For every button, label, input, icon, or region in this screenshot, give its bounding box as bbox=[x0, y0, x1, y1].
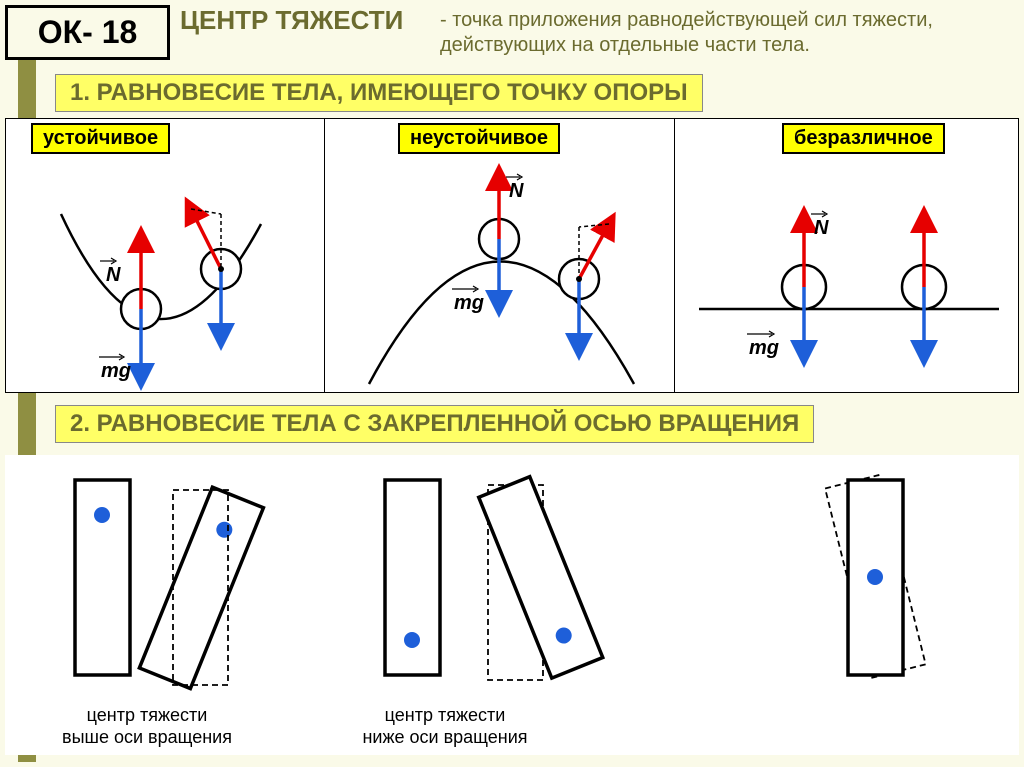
diagram-cg-at-axis bbox=[745, 455, 1005, 715]
svg-text:mg: mg bbox=[454, 292, 484, 314]
svg-text:mg: mg bbox=[749, 337, 779, 359]
section2-heading: 2. РАВНОВЕСИЕ ТЕЛА С ЗАКРЕПЛЕННОЙ ОСЬЮ В… bbox=[55, 405, 814, 443]
definition: - точка приложения равнодействующей сил … bbox=[440, 8, 1010, 58]
diagram-unstable: N mg bbox=[324, 119, 674, 394]
diagram-stable: N mg bbox=[6, 119, 324, 394]
diagram-neutral: N mg bbox=[674, 119, 1020, 394]
svg-text:N: N bbox=[509, 180, 524, 202]
diagram-panel-equilibrium: устойчивое неустойчивое безразличное N m… bbox=[5, 118, 1019, 393]
caption-text: центр тяжестивыше оси вращения bbox=[62, 705, 232, 747]
ok-box: ОК- 18 bbox=[5, 5, 170, 60]
page-title: ЦЕНТР ТЯЖЕСТИ bbox=[180, 5, 403, 36]
caption-cg-below: центр тяжестиниже оси вращения bbox=[330, 705, 560, 748]
section1-heading: 1. РАВНОВЕСИЕ ТЕЛА, ИМЕЮЩЕГО ТОЧКУ ОПОРЫ bbox=[55, 74, 703, 112]
svg-text:mg: mg bbox=[101, 360, 131, 382]
header: ОК- 18 ЦЕНТР ТЯЖЕСТИ - точка приложения … bbox=[0, 5, 1024, 65]
svg-text:N: N bbox=[814, 217, 829, 239]
svg-text:N: N bbox=[106, 264, 121, 286]
caption-text: центр тяжестиниже оси вращения bbox=[362, 705, 527, 747]
caption-cg-above: центр тяжестивыше оси вращения bbox=[32, 705, 262, 748]
diagram-cg-above bbox=[25, 455, 325, 715]
ok-label: ОК- 18 bbox=[38, 14, 138, 51]
diagram-cg-below bbox=[340, 455, 640, 715]
